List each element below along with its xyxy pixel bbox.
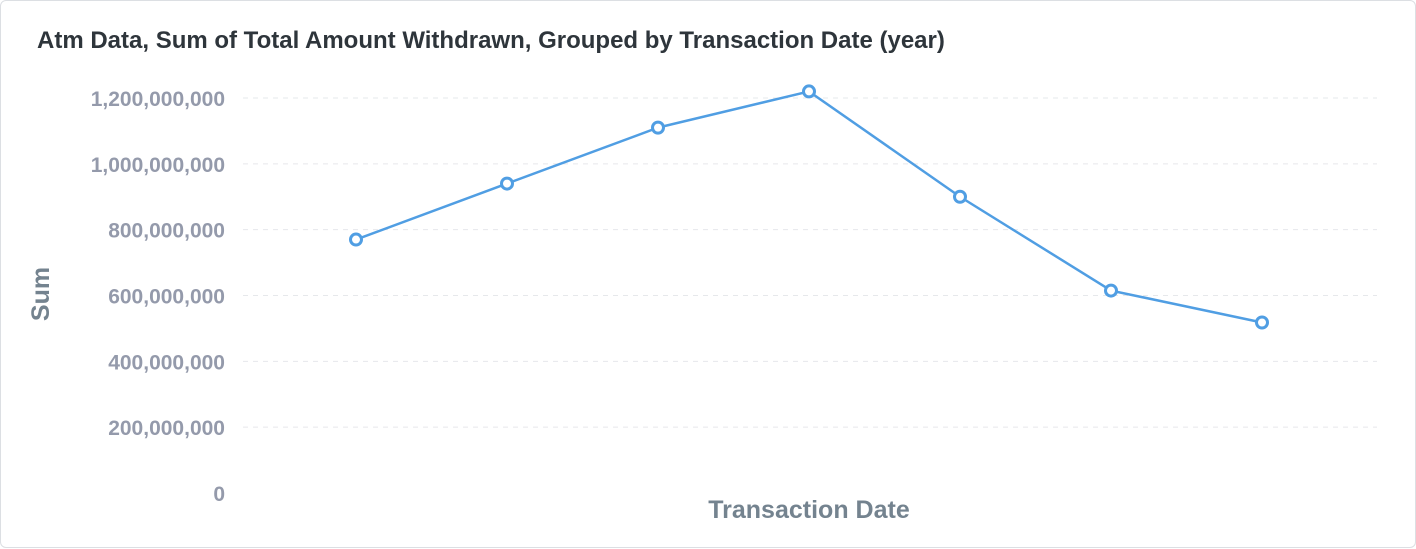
y-tick-label: 400,000,000 (108, 351, 225, 374)
data-point[interactable] (349, 232, 363, 247)
y-tick-label: 1,200,000,000 (91, 88, 225, 111)
chart-title: Atm Data, Sum of Total Amount Withdrawn,… (37, 27, 945, 54)
data-point[interactable] (500, 176, 514, 191)
data-point[interactable] (953, 189, 967, 204)
data-point[interactable] (1255, 315, 1269, 330)
y-tick-label: 1,000,000,000 (91, 154, 225, 177)
y-axis-ticks: 0 200,000,000 400,000,000 600,000,000 800,00… (91, 88, 225, 506)
gridlines (243, 97, 1377, 428)
x-axis-title: Transaction Date (708, 496, 910, 524)
data-point[interactable] (1104, 283, 1118, 298)
series-layer (349, 84, 1269, 330)
data-point[interactable] (802, 84, 816, 99)
y-tick-label: 200,000,000 (108, 417, 225, 440)
y-tick-label: 0 (213, 483, 225, 506)
y-tick-label: 800,000,000 (108, 220, 225, 243)
y-axis-title: Sum (27, 267, 55, 321)
y-tick-label: 600,000,000 (108, 286, 225, 309)
data-point[interactable] (651, 120, 665, 135)
series-line (355, 90, 1263, 324)
